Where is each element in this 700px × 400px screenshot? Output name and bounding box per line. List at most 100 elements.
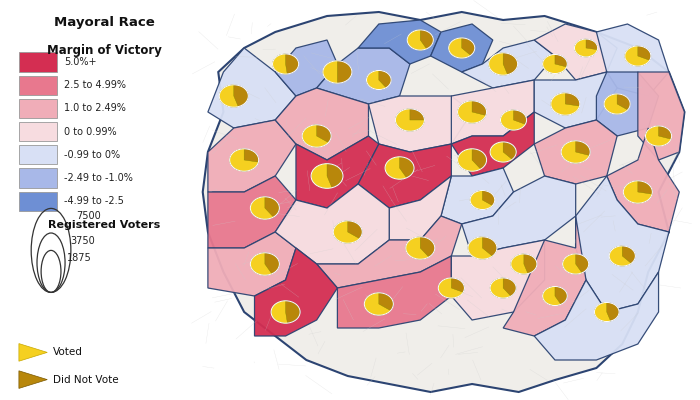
Wedge shape (470, 190, 492, 210)
Wedge shape (542, 286, 561, 306)
Polygon shape (316, 48, 410, 104)
Wedge shape (645, 126, 671, 146)
Text: 1875: 1875 (66, 254, 92, 264)
Wedge shape (272, 54, 299, 74)
Wedge shape (333, 221, 363, 243)
Polygon shape (534, 24, 617, 80)
Text: -4.99 to -2.5: -4.99 to -2.5 (64, 196, 124, 206)
Wedge shape (251, 253, 279, 275)
Wedge shape (609, 246, 631, 266)
Wedge shape (407, 30, 433, 50)
Wedge shape (489, 53, 518, 75)
Wedge shape (542, 54, 567, 74)
Wedge shape (511, 254, 537, 274)
Wedge shape (500, 110, 525, 130)
Polygon shape (316, 216, 462, 288)
Text: 0 to 0.99%: 0 to 0.99% (64, 126, 117, 137)
Wedge shape (500, 110, 526, 130)
Wedge shape (490, 278, 516, 298)
Polygon shape (575, 176, 669, 312)
Wedge shape (449, 38, 470, 58)
Wedge shape (542, 54, 567, 74)
Polygon shape (358, 20, 441, 64)
Text: 1.0 to 2.49%: 1.0 to 2.49% (64, 104, 126, 114)
Wedge shape (407, 30, 426, 50)
Wedge shape (575, 39, 598, 57)
Wedge shape (625, 46, 650, 66)
Polygon shape (296, 136, 379, 208)
Text: -2.49 to -1.0%: -2.49 to -1.0% (64, 173, 133, 183)
Wedge shape (458, 101, 486, 123)
Wedge shape (406, 237, 429, 259)
Wedge shape (251, 197, 274, 219)
Polygon shape (203, 12, 685, 392)
Wedge shape (406, 237, 435, 259)
Wedge shape (230, 149, 259, 171)
Wedge shape (311, 164, 343, 188)
Wedge shape (511, 254, 528, 274)
Bar (19, 192, 57, 211)
Text: Mayoral Race: Mayoral Race (54, 16, 154, 29)
Wedge shape (323, 61, 337, 83)
Wedge shape (490, 142, 512, 162)
Polygon shape (275, 88, 368, 160)
Wedge shape (575, 39, 597, 57)
Wedge shape (468, 237, 492, 259)
Text: 7500: 7500 (76, 211, 101, 222)
Polygon shape (430, 24, 493, 72)
Wedge shape (385, 157, 407, 179)
Wedge shape (551, 93, 580, 115)
Polygon shape (503, 216, 586, 336)
Bar (19, 145, 57, 164)
Wedge shape (551, 93, 580, 115)
Wedge shape (364, 293, 393, 315)
Wedge shape (594, 302, 610, 322)
Polygon shape (462, 40, 555, 88)
Wedge shape (623, 181, 652, 203)
Wedge shape (623, 181, 652, 203)
Polygon shape (452, 112, 534, 176)
Text: 3750: 3750 (71, 236, 95, 246)
Text: Margin of Victory: Margin of Victory (46, 44, 162, 57)
Polygon shape (368, 96, 472, 152)
Polygon shape (389, 176, 452, 240)
Wedge shape (333, 221, 360, 243)
Wedge shape (458, 149, 481, 171)
Wedge shape (251, 253, 272, 275)
Polygon shape (275, 184, 389, 264)
Text: Voted: Voted (53, 347, 83, 358)
Wedge shape (438, 278, 463, 298)
Wedge shape (645, 126, 671, 146)
Wedge shape (395, 109, 424, 131)
Wedge shape (367, 70, 391, 90)
Wedge shape (449, 38, 475, 58)
Wedge shape (561, 141, 589, 163)
Wedge shape (230, 149, 258, 171)
Polygon shape (452, 240, 545, 320)
Wedge shape (385, 157, 414, 179)
Wedge shape (323, 61, 352, 83)
Wedge shape (563, 254, 582, 274)
Polygon shape (19, 371, 48, 388)
Bar (19, 122, 57, 141)
Text: -0.99 to 0%: -0.99 to 0% (64, 150, 120, 160)
Bar (19, 99, 57, 118)
Polygon shape (452, 80, 534, 144)
Polygon shape (208, 120, 296, 192)
Wedge shape (604, 94, 628, 114)
Wedge shape (563, 254, 589, 274)
Wedge shape (458, 101, 486, 123)
Wedge shape (438, 278, 464, 298)
Polygon shape (358, 144, 452, 208)
Polygon shape (208, 48, 296, 128)
Text: 5.0%+: 5.0%+ (64, 57, 97, 67)
Wedge shape (367, 70, 386, 90)
Polygon shape (275, 40, 337, 96)
Wedge shape (311, 164, 332, 188)
Polygon shape (337, 256, 452, 328)
Wedge shape (395, 109, 424, 131)
Polygon shape (255, 248, 337, 336)
Wedge shape (470, 190, 495, 210)
Text: Registered Voters: Registered Voters (48, 220, 160, 230)
Wedge shape (542, 286, 567, 306)
